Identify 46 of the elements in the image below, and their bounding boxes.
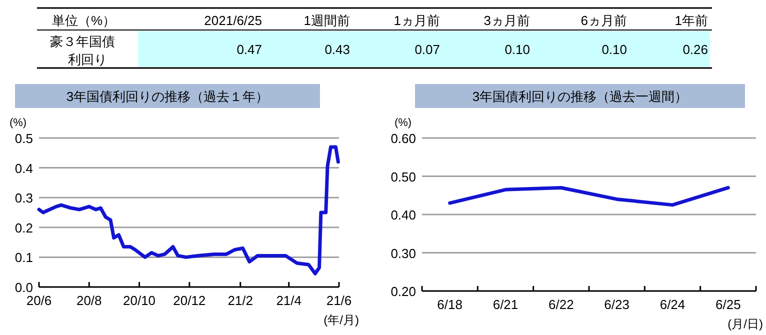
data-label: 0.07 bbox=[414, 42, 440, 57]
chart-title: 3年国債利回りの推移（過去１年） bbox=[66, 89, 269, 104]
x-tick-label: 6/23 bbox=[604, 297, 630, 312]
category-label: 3ヵ月前 bbox=[484, 13, 530, 28]
text: 豪３年国債利回り bbox=[50, 34, 115, 67]
x-tick-label: 20/12 bbox=[173, 293, 206, 308]
y-tick-label: 0.50 bbox=[390, 169, 416, 184]
y-tick-label: 0.30 bbox=[390, 246, 416, 261]
y-tick-label: 0.60 bbox=[390, 131, 416, 146]
line-series bbox=[37, 145, 340, 276]
y-tick-label: 0.40 bbox=[390, 208, 416, 222]
x-tick-label: 20/6 bbox=[26, 293, 52, 308]
data-label: 0.10 bbox=[504, 42, 530, 57]
category-label: 1週間前 bbox=[304, 13, 350, 28]
x-tick-label: 21/4 bbox=[276, 293, 302, 308]
y-axis-title: (%) bbox=[394, 117, 412, 129]
category-label: 2021/6/25 bbox=[204, 13, 262, 28]
x-tick-label: 21/6 bbox=[326, 293, 352, 308]
category-label: 6ヵ月前 bbox=[580, 13, 627, 28]
data-label: 0.47 bbox=[236, 42, 262, 57]
y-tick-label: 0.2 bbox=[14, 220, 33, 236]
x-tick-label: 6/18 bbox=[437, 297, 462, 312]
text: 単位（%） bbox=[52, 13, 116, 28]
x-tick-label: 21/2 bbox=[228, 293, 254, 308]
y-tick-label: 0.0 bbox=[14, 280, 33, 295]
category-label: 1ヵ月前 bbox=[394, 13, 440, 28]
x-tick-label: 6/24 bbox=[660, 297, 686, 312]
y-tick-label: 0.3 bbox=[14, 190, 33, 206]
x-tick-label: 20/8 bbox=[76, 293, 102, 308]
x-axis-title: (月/日) bbox=[728, 317, 763, 331]
y-tick-label: 0.1 bbox=[14, 250, 33, 266]
data-label: 0.26 bbox=[682, 42, 708, 57]
x-tick-label: 6/25 bbox=[716, 297, 741, 312]
y-tick-label: 0.4 bbox=[14, 160, 33, 176]
y-tick-label: 0.5 bbox=[14, 131, 33, 146]
data-label: 0.43 bbox=[324, 42, 350, 57]
data-label: 0.10 bbox=[602, 42, 627, 57]
y-tick-label: 0.20 bbox=[390, 284, 416, 299]
line-series bbox=[448, 186, 730, 207]
category-label: 1年前 bbox=[674, 13, 708, 28]
x-tick-label: 20/10 bbox=[123, 293, 156, 308]
chart-title: 3年国債利回りの推移（過去一週間） bbox=[472, 89, 688, 104]
x-axis-title: (年/月) bbox=[324, 313, 359, 327]
x-tick-label: 6/21 bbox=[492, 297, 518, 312]
y-axis-title: (%) bbox=[9, 117, 27, 129]
x-tick-label: 6/22 bbox=[548, 297, 574, 312]
